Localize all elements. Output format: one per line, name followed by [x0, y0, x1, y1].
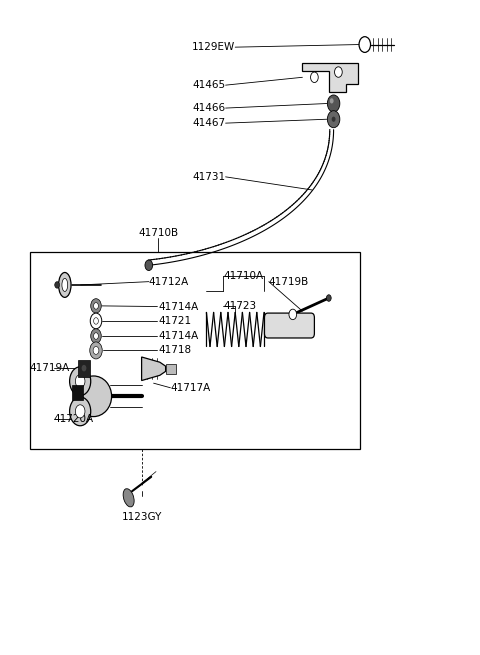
Ellipse shape: [62, 278, 68, 291]
Polygon shape: [142, 357, 166, 381]
Text: 41465: 41465: [192, 80, 226, 90]
Circle shape: [330, 98, 334, 103]
Circle shape: [91, 329, 101, 343]
Text: 41719A: 41719A: [30, 363, 70, 373]
Bar: [30, 252, 360, 449]
Circle shape: [75, 405, 85, 418]
Circle shape: [70, 367, 91, 396]
Circle shape: [359, 37, 371, 52]
Text: 41710B: 41710B: [138, 227, 179, 238]
Circle shape: [82, 365, 86, 371]
Circle shape: [289, 309, 297, 320]
Text: 41467: 41467: [192, 118, 226, 128]
Text: 41710A: 41710A: [223, 271, 264, 282]
Circle shape: [335, 67, 342, 77]
Text: 1129EW: 1129EW: [192, 42, 235, 52]
Text: 41721: 41721: [158, 316, 192, 326]
Circle shape: [55, 282, 60, 288]
Text: 41719B: 41719B: [269, 276, 309, 287]
Circle shape: [326, 295, 331, 301]
Bar: [72, 385, 83, 400]
Text: 41731: 41731: [192, 172, 226, 182]
Text: 41712A: 41712A: [149, 276, 189, 287]
FancyBboxPatch shape: [264, 313, 314, 338]
Ellipse shape: [75, 376, 111, 417]
Circle shape: [93, 346, 99, 354]
Circle shape: [327, 111, 340, 128]
Ellipse shape: [123, 489, 134, 507]
Ellipse shape: [59, 272, 71, 297]
Circle shape: [90, 313, 102, 329]
Text: 41723: 41723: [223, 301, 256, 311]
Circle shape: [91, 299, 101, 313]
Text: 41720A: 41720A: [54, 414, 94, 424]
Bar: [166, 364, 176, 374]
Circle shape: [70, 397, 91, 426]
Circle shape: [332, 117, 336, 122]
Circle shape: [75, 375, 85, 388]
Circle shape: [311, 72, 318, 83]
Text: 41714A: 41714A: [158, 331, 199, 341]
Text: 41718: 41718: [158, 345, 192, 356]
Text: 1123GY: 1123GY: [121, 512, 162, 523]
Circle shape: [90, 342, 102, 359]
Text: 41466: 41466: [192, 103, 226, 113]
Circle shape: [94, 318, 98, 324]
Circle shape: [94, 333, 98, 339]
Circle shape: [327, 95, 340, 112]
Text: 41717A: 41717A: [170, 383, 211, 393]
Bar: [78, 360, 90, 377]
Polygon shape: [302, 63, 358, 92]
Text: 41714A: 41714A: [158, 301, 199, 312]
Circle shape: [94, 303, 98, 309]
Circle shape: [145, 260, 153, 271]
